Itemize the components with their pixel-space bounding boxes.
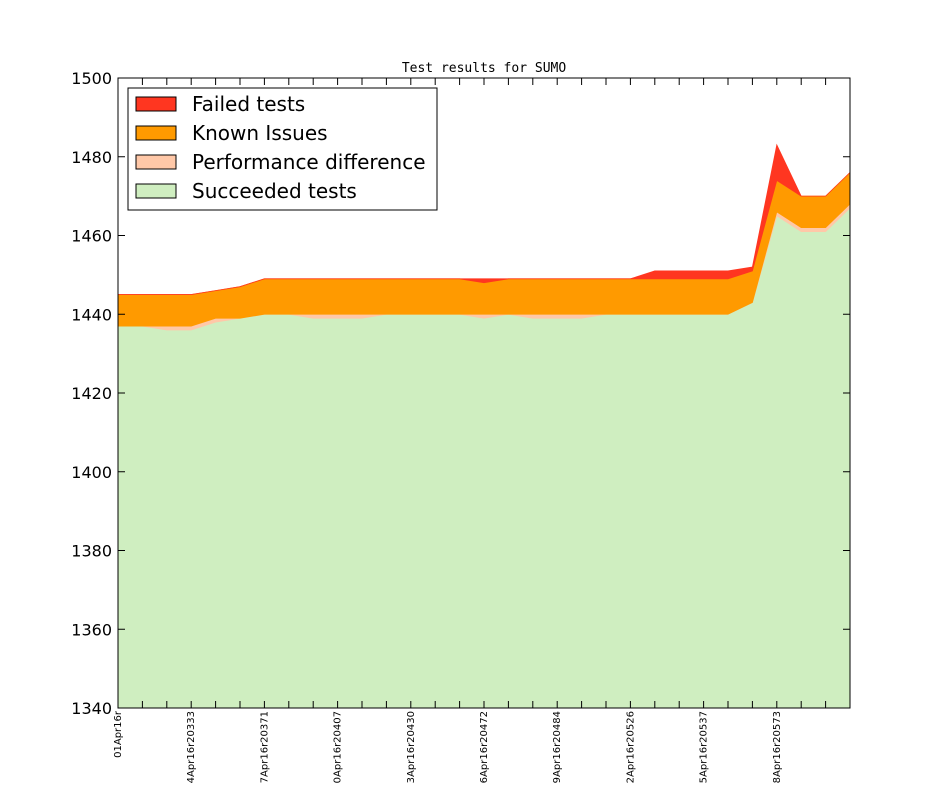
x-tick-label: 8Apr16r20573 — [772, 711, 783, 783]
legend-label-known-issues: Known Issues — [192, 121, 328, 145]
x-tick-label: 01Apr16r — [113, 710, 124, 758]
x-tick-label: 4Apr16r20333 — [186, 711, 197, 783]
x-tick-label: 3Apr16r20430 — [406, 711, 417, 783]
legend-swatch-performance-difference — [135, 154, 177, 170]
chart-title: Test results for SUMO — [402, 61, 567, 76]
x-tick-label: 0Apr16r20407 — [333, 711, 344, 783]
y-tick-label: 1500 — [71, 69, 112, 88]
x-axis: 01Apr16r 4Apr16r20333 7Apr16r20371 0Apr16r2… — [113, 78, 851, 783]
x-tick-label: 7Apr16r20371 — [259, 711, 270, 783]
y-tick-label: 1400 — [71, 463, 112, 482]
legend-box — [127, 87, 438, 211]
legend-swatch-failed-tests — [135, 96, 177, 112]
x-tick-label: 9Apr16r20484 — [552, 711, 563, 783]
y-tick-label: 1420 — [71, 384, 112, 403]
stacked-areas — [118, 143, 850, 708]
y-tick-label: 1380 — [71, 542, 112, 561]
legend-label-performance-difference: Performance difference — [192, 150, 426, 174]
x-tick-label: 6Apr16r20472 — [479, 711, 490, 783]
x-tick-label: 2Apr16r20526 — [625, 711, 636, 783]
legend-label-succeeded-tests: Succeeded tests — [192, 179, 357, 203]
y-axis: 1340 1360 1380 1400 1420 1440 1460 1480 1500 — [71, 69, 850, 718]
legend: Failed tests Known Issues Performance diff… — [127, 87, 438, 211]
area-failed-tests — [118, 143, 850, 295]
y-tick-label: 1480 — [71, 148, 112, 167]
y-tick-label: 1460 — [71, 227, 112, 246]
y-tick-label: 1340 — [71, 699, 112, 718]
legend-swatch-succeeded-tests — [135, 183, 177, 199]
y-tick-label: 1360 — [71, 620, 112, 639]
legend-label-failed-tests: Failed tests — [192, 92, 305, 116]
y-tick-label: 1440 — [71, 305, 112, 324]
x-tick-label: 5Apr16r20537 — [699, 711, 710, 783]
legend-swatch-known-issues — [135, 125, 177, 141]
